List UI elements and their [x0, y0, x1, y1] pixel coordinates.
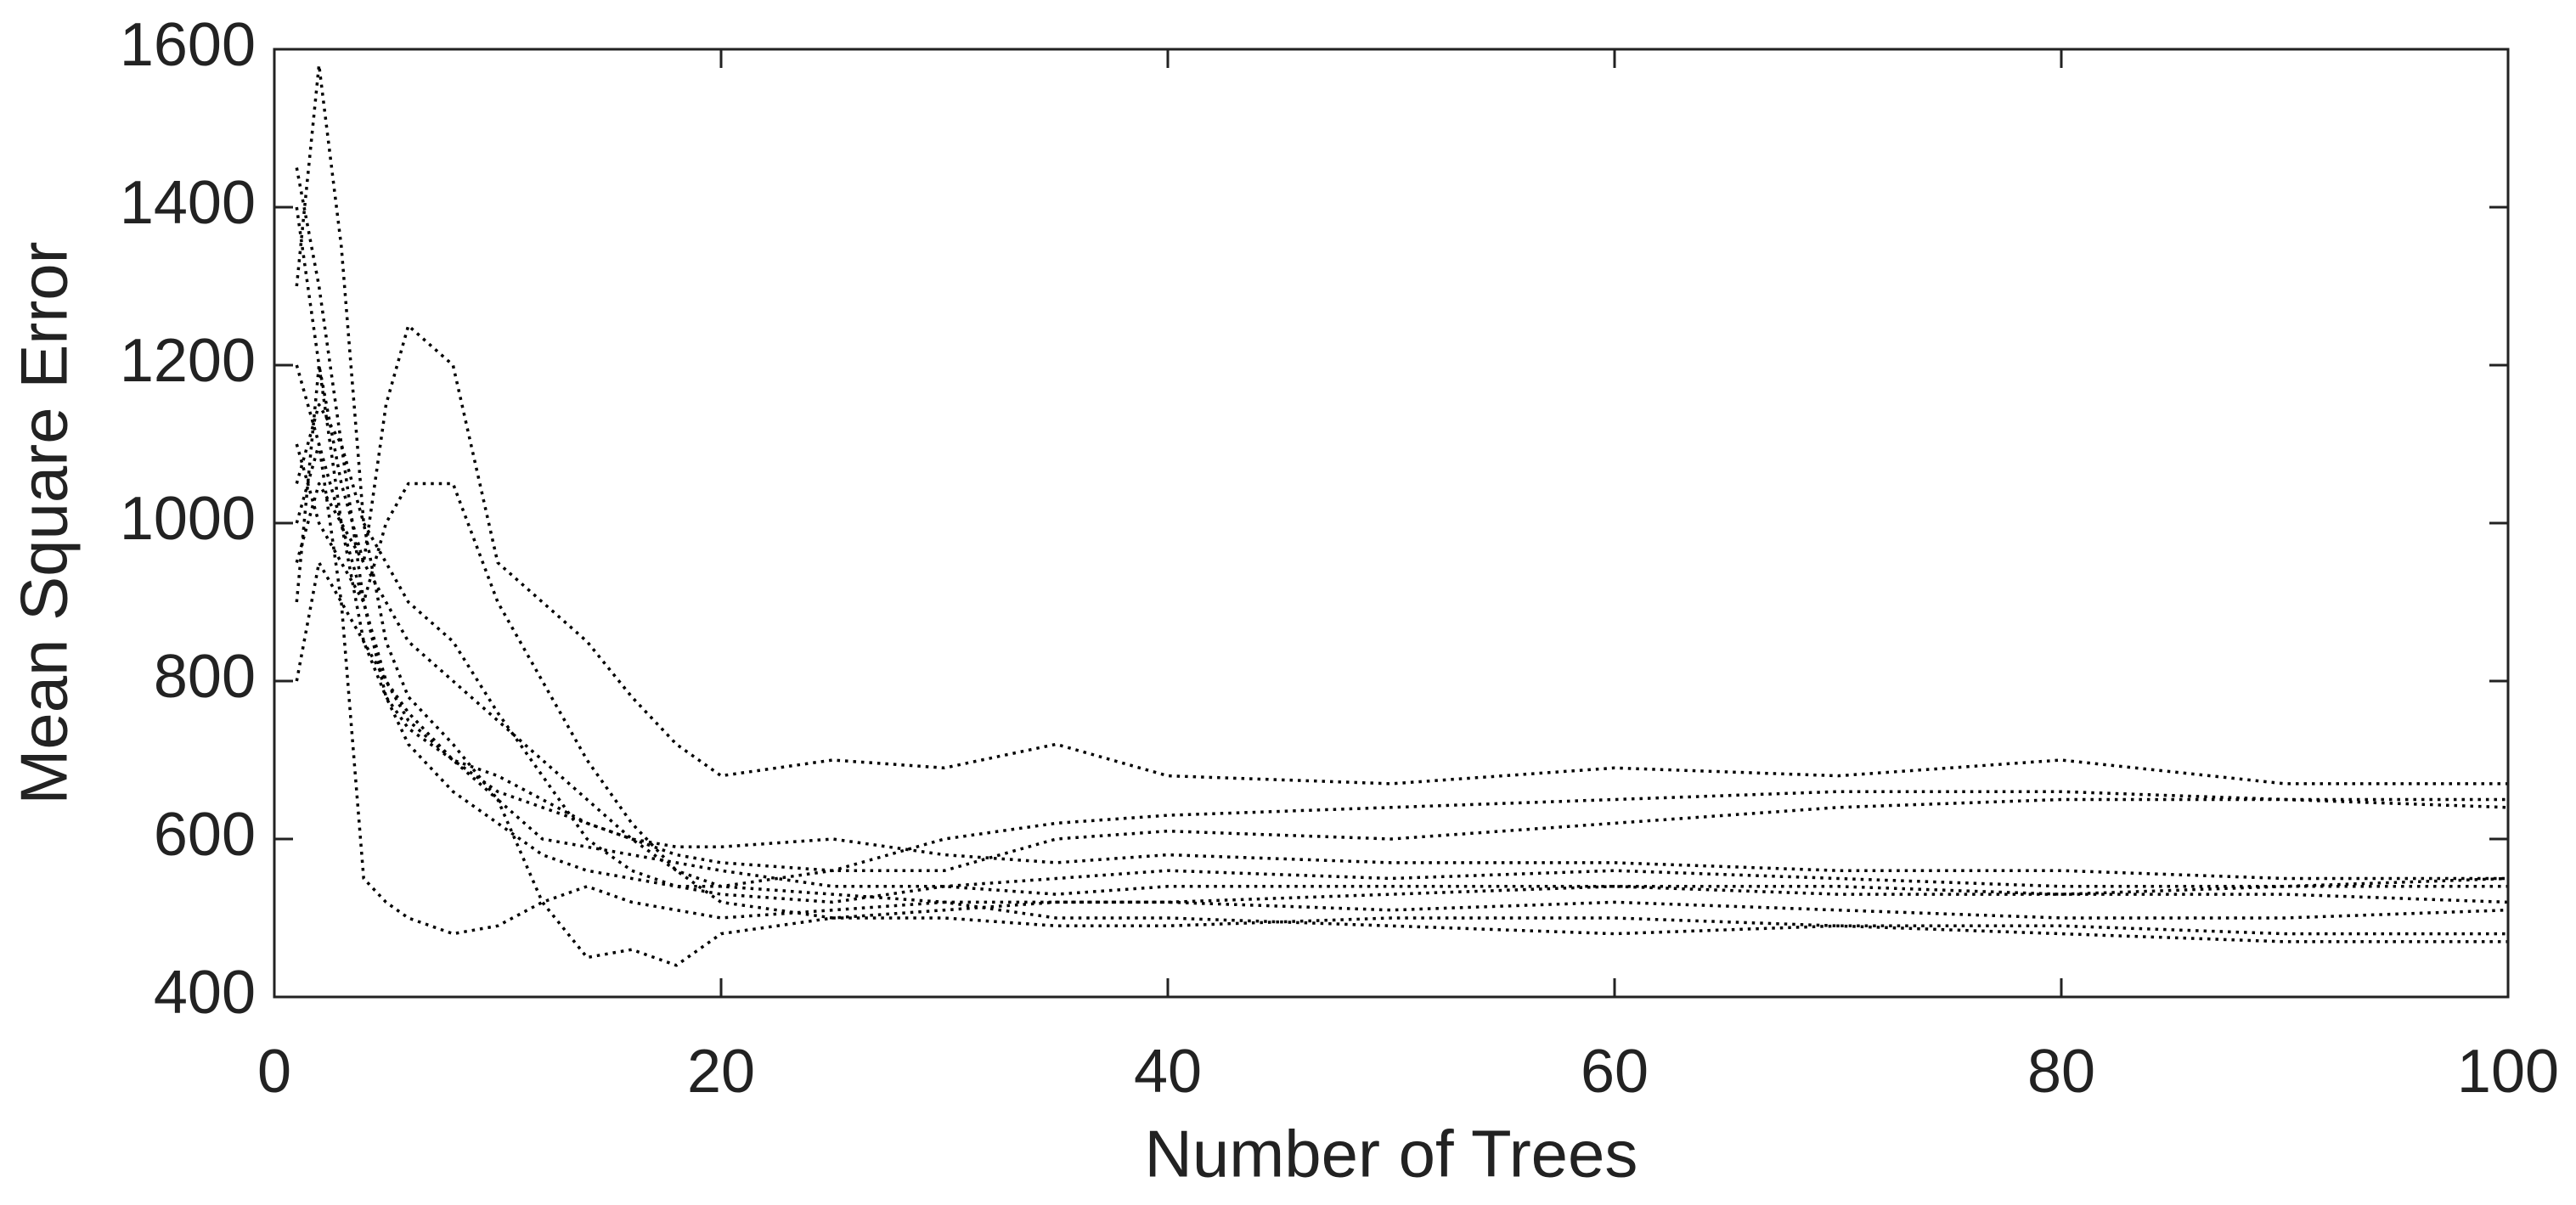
y-tick-label: 1200: [120, 327, 256, 395]
series-line: [295, 443, 2509, 920]
y-axis-label: Mean Square Error: [7, 241, 82, 804]
x-axis-label: Number of Trees: [1145, 1117, 1638, 1191]
series-line: [295, 442, 2508, 943]
x-tick-label: 0: [257, 1038, 291, 1106]
y-tick-label: 600: [154, 801, 256, 869]
x-tick-label: 80: [2027, 1038, 2095, 1106]
series-line: [295, 364, 2508, 872]
series-line: [295, 560, 2508, 967]
series-line: [295, 324, 2508, 786]
series-line: [295, 206, 2508, 881]
x-tick-label: 60: [1581, 1038, 1649, 1106]
y-tick-label: 1000: [120, 485, 256, 553]
y-tick-label: 800: [154, 643, 256, 711]
series-line: [295, 481, 2509, 888]
series-line: [295, 403, 2508, 904]
series-line: [295, 167, 2509, 920]
x-tick-label: 20: [687, 1038, 755, 1106]
x-tick-label: 40: [1134, 1038, 1202, 1106]
series-line: [295, 63, 2509, 904]
y-tick-label: 1600: [120, 11, 256, 79]
plot-frame: [273, 48, 2510, 999]
x-tick-label: 100: [2457, 1038, 2559, 1106]
y-tick-label: 400: [154, 959, 256, 1027]
y-tick-label: 1400: [120, 169, 256, 237]
